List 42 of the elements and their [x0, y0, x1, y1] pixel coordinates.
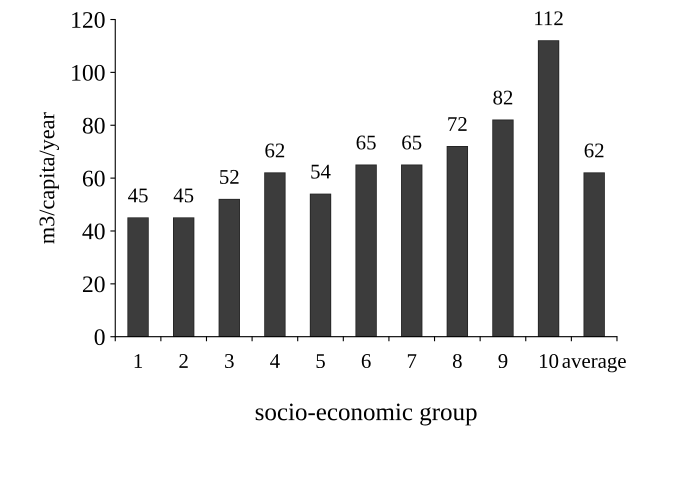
bar [310, 194, 332, 337]
bar [127, 217, 149, 337]
bar [492, 120, 514, 337]
x-tick-label: 6 [362, 354, 371, 368]
data-label: 62 [584, 143, 604, 158]
data-label: 65 [356, 136, 376, 150]
x-tick-label: average [562, 357, 626, 372]
bar [583, 172, 605, 337]
data-label: 52 [220, 170, 239, 184]
data-label: 82 [493, 90, 512, 105]
data-label: 45 [128, 188, 148, 202]
data-label: 65 [402, 136, 422, 150]
bar [401, 164, 422, 337]
bar [172, 217, 194, 337]
x-tick-label: 8 [452, 354, 462, 368]
x-tick-label: 9 [498, 354, 508, 368]
data-label: 45 [174, 188, 194, 202]
y-tick-label: 120 [72, 12, 105, 28]
bar [538, 40, 560, 337]
y-tick-label: 60 [82, 170, 105, 187]
x-tick-label: 3 [225, 354, 234, 368]
data-label: 54 [311, 164, 331, 179]
x-tick-label: 7 [408, 354, 416, 368]
x-tick-label: 5 [316, 354, 325, 368]
data-label: 112 [535, 11, 563, 26]
bar [264, 172, 286, 337]
bar [446, 146, 468, 337]
x-tick-label: 4 [270, 354, 280, 368]
x-tick-label: 10 [540, 354, 558, 368]
y-axis-title: m3/capita/year [40, 112, 60, 244]
x-tick-label: 2 [179, 354, 188, 368]
x-tick-label: 1 [134, 354, 142, 368]
y-tick-label: 40 [82, 223, 105, 240]
y-tick-label: 20 [82, 276, 105, 292]
data-label: 62 [265, 143, 284, 158]
y-tick-label: 100 [72, 64, 105, 81]
bar [355, 164, 377, 337]
y-tick-label: 0 [94, 329, 105, 346]
x-axis-title: socio-economic group [256, 404, 477, 426]
y-tick-label: 80 [82, 118, 105, 134]
bar [218, 198, 240, 337]
data-label: 72 [448, 117, 467, 131]
